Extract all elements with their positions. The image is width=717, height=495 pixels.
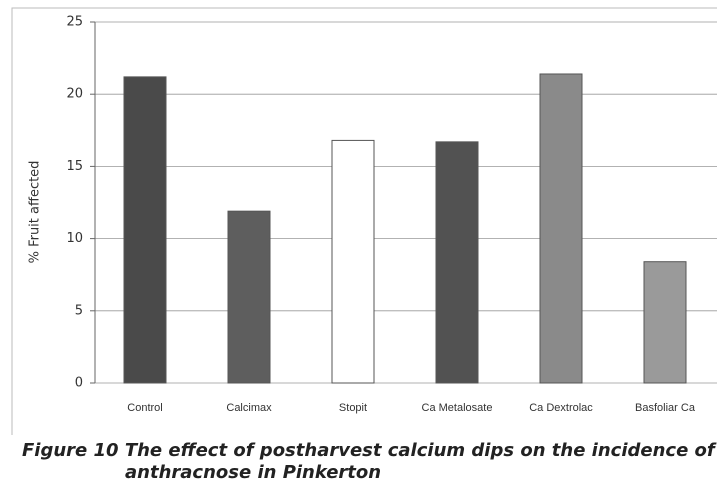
y-axis-label: % Fruit affected bbox=[28, 161, 43, 264]
bar bbox=[123, 76, 167, 384]
x-tick-label: Calcimax bbox=[226, 402, 272, 414]
bar bbox=[435, 141, 479, 384]
bar bbox=[227, 210, 271, 384]
y-tick-label: 10 bbox=[66, 231, 83, 246]
caption: Figure 10 The effect of postharvest calc… bbox=[22, 440, 715, 483]
y-tick-label: 25 bbox=[66, 15, 83, 30]
x-tick-label: Basfoliar Ca bbox=[635, 402, 696, 414]
y-tick-label: 5 bbox=[75, 303, 83, 318]
chart: % Fruit affected 0 5 10 15 20 25 Control Calcim… bbox=[11, 7, 717, 435]
x-tick-label: Control bbox=[127, 402, 162, 414]
bar bbox=[643, 261, 687, 384]
x-tick-label: Ca Metalosate bbox=[422, 402, 493, 414]
x-tick-label: Ca Dextrolac bbox=[529, 402, 593, 414]
y-tick-label: 0 bbox=[75, 376, 83, 391]
y-tick-label: 15 bbox=[66, 159, 83, 174]
frame bbox=[11, 7, 717, 435]
bar bbox=[539, 73, 583, 384]
x-tick-label: Stopit bbox=[339, 402, 367, 414]
bar bbox=[331, 139, 375, 384]
y-tick-label: 20 bbox=[66, 87, 83, 102]
